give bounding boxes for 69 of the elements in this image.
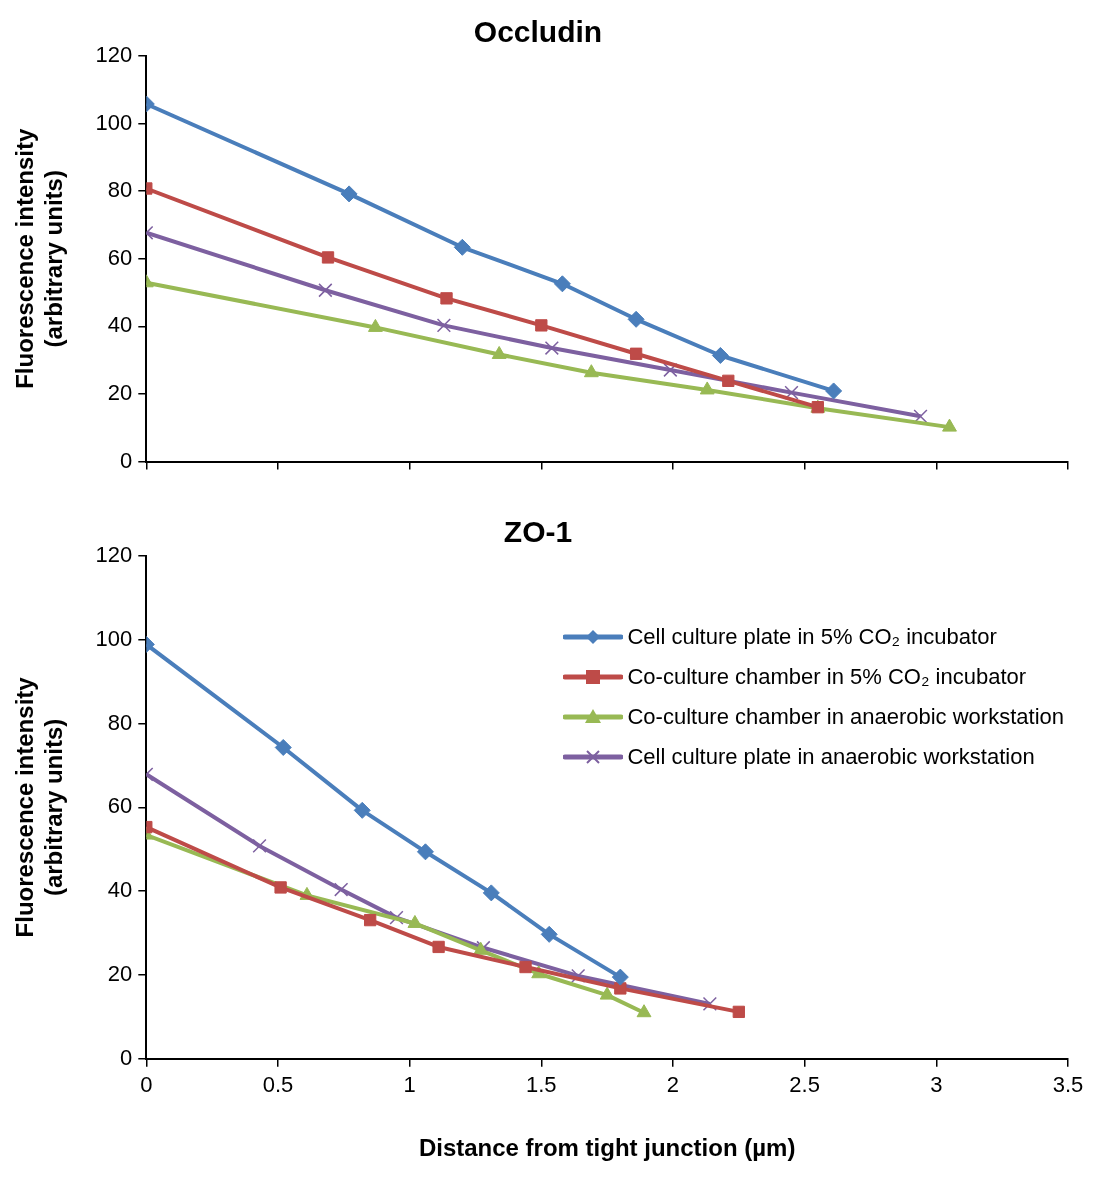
- point: [482, 884, 500, 902]
- y-tick-label: 60: [107, 793, 133, 819]
- point: [321, 251, 335, 264]
- point: [784, 385, 799, 400]
- point: [553, 275, 571, 293]
- point: [274, 881, 287, 894]
- y-tick-label: 120: [95, 542, 133, 568]
- point: [432, 940, 445, 954]
- point: [252, 838, 267, 854]
- x-tick-label: 1.5: [526, 1072, 557, 1098]
- x-tick-label: 3: [930, 1072, 943, 1098]
- y-axis-title: Fluorescence intensity (arbitrary units): [11, 676, 67, 938]
- point: [611, 968, 629, 986]
- y-tick-label: 0: [120, 1044, 133, 1070]
- point: [711, 346, 729, 364]
- point: [699, 381, 715, 395]
- y-tick-label: 100: [95, 625, 133, 651]
- x-tick-label: 0.5: [262, 1072, 294, 1098]
- x-tick-label: 1: [403, 1072, 416, 1098]
- point: [340, 185, 358, 203]
- x-tick-label: 3.5: [1052, 1072, 1084, 1098]
- point: [636, 1004, 652, 1018]
- y-tick-label: 20: [107, 961, 133, 987]
- legend-label: Cell culture plate in anaerobic workstation: [627, 744, 1035, 770]
- x-tick-label: 0: [140, 1072, 153, 1098]
- point: [334, 882, 349, 897]
- y-tick-label: 0: [120, 447, 133, 473]
- point: [732, 1005, 745, 1019]
- point: [353, 801, 371, 819]
- point: [318, 283, 333, 298]
- x-tick-label: 2.5: [789, 1072, 820, 1098]
- point: [583, 364, 599, 378]
- point: [540, 925, 558, 943]
- point: [614, 982, 627, 995]
- y-tick-label: 120: [95, 42, 133, 68]
- legend-label: Co-culture chamber in 5% CO₂ incubator: [627, 664, 1027, 690]
- point: [913, 409, 928, 424]
- chart-title: Occludin: [473, 15, 603, 49]
- y-tick-label: 60: [107, 244, 133, 270]
- point: [599, 986, 615, 1000]
- point: [629, 347, 643, 360]
- point: [274, 738, 292, 756]
- point: [407, 914, 423, 928]
- legend-label: Cell culture plate in 5% CO₂ incubator: [627, 624, 997, 650]
- point: [942, 418, 957, 432]
- point: [440, 292, 453, 305]
- y-tick-label: 80: [107, 177, 133, 203]
- y-tick-label: 40: [107, 877, 133, 903]
- point: [544, 340, 559, 356]
- y-tick-label: 80: [107, 709, 133, 735]
- point: [453, 238, 471, 256]
- y-tick-label: 20: [107, 380, 133, 406]
- point: [702, 996, 717, 1012]
- point: [416, 843, 434, 861]
- point: [627, 310, 645, 328]
- y-tick-label: 40: [107, 312, 133, 338]
- chart-title: ZO-1: [503, 515, 573, 549]
- point: [519, 960, 532, 974]
- point: [436, 318, 451, 333]
- point: [535, 319, 548, 332]
- legend-label: Co-culture chamber in anaerobic workstation: [627, 704, 1064, 730]
- x-tick-label: 2: [666, 1072, 680, 1098]
- point: [825, 382, 843, 400]
- point: [663, 362, 678, 378]
- y-axis-title: Fluorescence intensity (arbitrary units): [11, 128, 67, 389]
- y-tick-label: 100: [95, 109, 133, 135]
- point: [363, 913, 377, 927]
- x-axis-title: Distance from tight junction (µm): [418, 1134, 796, 1162]
- point: [722, 374, 735, 387]
